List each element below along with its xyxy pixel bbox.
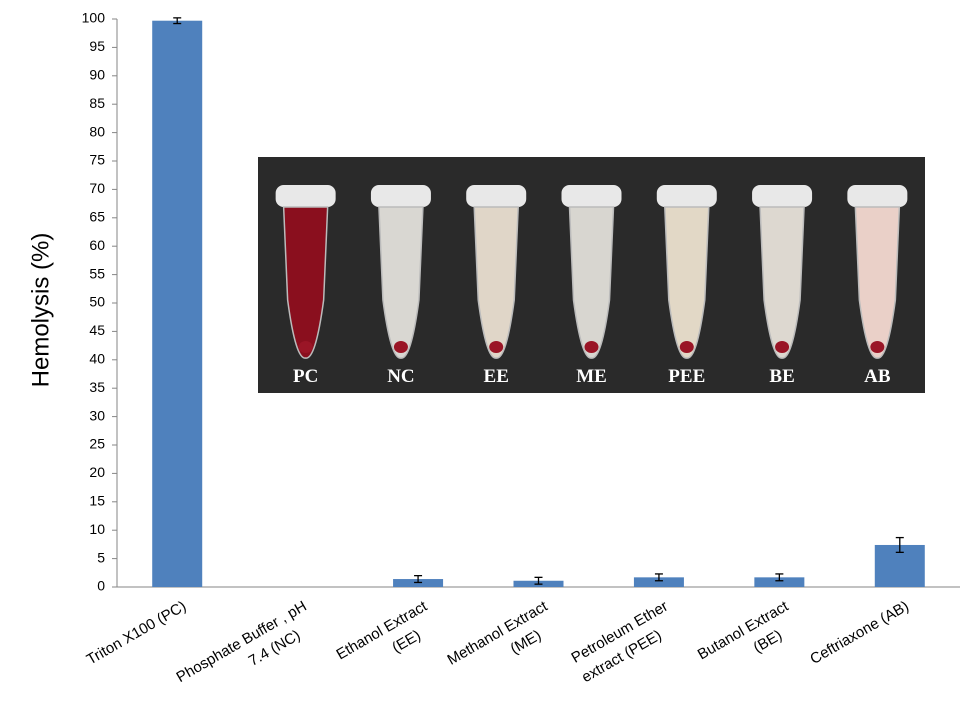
x-tick-label: Methanol Extract(ME) xyxy=(445,597,563,687)
inset-label: BE xyxy=(769,366,794,387)
tube-cap xyxy=(562,185,622,207)
y-tick-label: 45 xyxy=(89,322,105,338)
x-tick-label: Ethanol Extract(EE) xyxy=(333,597,441,682)
y-tick-label: 25 xyxy=(89,436,105,452)
y-tick-label: 0 xyxy=(97,578,105,594)
y-tick-label: 90 xyxy=(89,67,105,83)
y-tick-label: 65 xyxy=(89,209,105,225)
y-tick-label: 10 xyxy=(89,521,105,537)
y-tick-label: 100 xyxy=(82,10,106,26)
y-tick-label: 85 xyxy=(89,95,105,111)
tube-cap xyxy=(752,185,812,207)
x-tick-label: Triton X100 (PC) xyxy=(84,598,189,669)
tube-cap xyxy=(466,185,526,207)
tube-pellet xyxy=(585,341,599,353)
tube-pellet xyxy=(775,341,789,353)
tube-pellet xyxy=(394,341,408,353)
y-tick-label: 55 xyxy=(89,265,105,281)
inset-label: NC xyxy=(387,366,414,387)
y-tick-label: 15 xyxy=(89,493,105,509)
y-tick-label: 50 xyxy=(89,294,105,310)
y-tick-label: 5 xyxy=(97,549,105,565)
inset-label: AB xyxy=(864,366,891,387)
tube-cap xyxy=(371,185,431,207)
x-tick-label-line: Ceftriaxone (AB) xyxy=(807,598,912,668)
y-tick-label: 40 xyxy=(89,351,105,367)
inset-label: PC xyxy=(293,366,318,387)
y-tick-label: 80 xyxy=(89,123,105,139)
y-tick-label: 35 xyxy=(89,379,105,395)
y-tick-label: 30 xyxy=(89,407,105,423)
x-tick-label: Phosphate Buffer , pH7.4 (NC) xyxy=(174,598,321,704)
y-axis-label: Hemolysis (%) xyxy=(27,233,54,388)
inset-label: PEE xyxy=(668,366,705,387)
chart: Hemolysis (%) 0 5 10 15 20 25 30 35 40 45 50 55 60 65… xyxy=(0,0,970,704)
y-tick-label: 75 xyxy=(89,152,105,168)
tube-cap xyxy=(847,185,907,207)
tube-pellet xyxy=(680,341,694,353)
tube-cap xyxy=(276,185,336,207)
y-tick-label: 95 xyxy=(89,38,105,54)
bar xyxy=(152,21,202,587)
tube-pellet xyxy=(299,341,313,353)
tube-pellet xyxy=(489,341,503,353)
y-tick-label: 20 xyxy=(89,464,105,480)
y-tick-label: 70 xyxy=(89,180,105,196)
tube-pellet xyxy=(870,341,884,353)
y-tick-label: 60 xyxy=(89,237,105,253)
x-tick-label: Ceftriaxone (AB) xyxy=(807,598,912,668)
x-tick-label-line: Triton X100 (PC) xyxy=(84,598,189,669)
tube-cap xyxy=(657,185,717,207)
x-tick-label: Butanol Extract(BE) xyxy=(695,597,803,682)
inset-photo: PC NC EE ME PEE BE AB xyxy=(258,157,925,393)
inset-label: ME xyxy=(576,366,607,387)
inset-label: EE xyxy=(484,366,509,387)
